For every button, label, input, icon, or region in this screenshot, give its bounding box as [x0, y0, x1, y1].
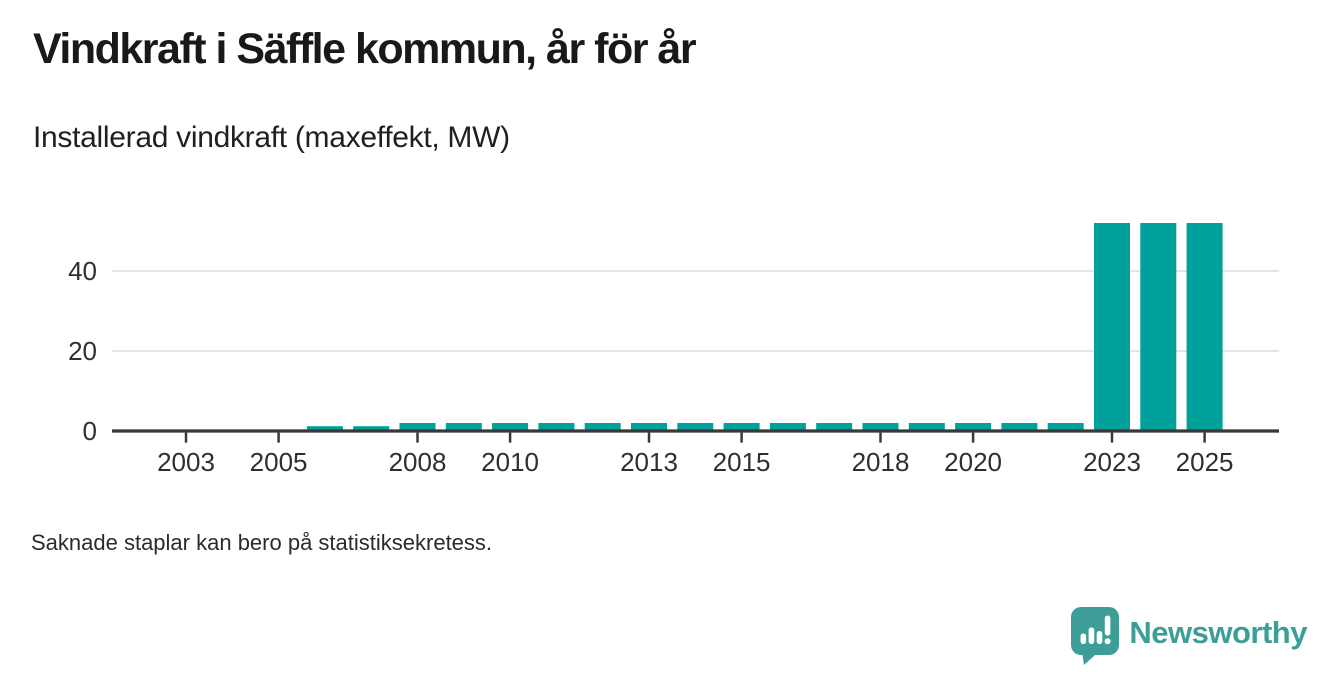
- x-tick-label-2015: 2015: [713, 447, 771, 477]
- x-tick-label-2025: 2025: [1176, 447, 1234, 477]
- y-tick-label-20: 20: [68, 336, 97, 366]
- bar-2021: [1001, 423, 1038, 431]
- x-tick-label-2005: 2005: [250, 447, 308, 477]
- bar-2012: [584, 423, 621, 431]
- bar-2018: [862, 423, 899, 431]
- bar-2010: [492, 423, 529, 431]
- chart-subtitle: Installerad vindkraft (maxeffekt, MW): [33, 121, 510, 154]
- x-tick-label-2013: 2013: [620, 447, 678, 477]
- newsworthy-speech-bubble-chart-icon: [1071, 607, 1120, 665]
- bar-2007: [353, 426, 390, 431]
- y-tick-label-40: 40: [68, 256, 97, 286]
- bar-2014: [677, 423, 714, 431]
- bar-2006: [306, 426, 343, 431]
- bar-2013: [631, 423, 667, 431]
- mini-bar-chart-glyph: [1080, 615, 1111, 645]
- bar-2008: [399, 423, 436, 431]
- x-tick-label-2020: 2020: [944, 447, 1002, 477]
- bar-2009: [445, 423, 482, 431]
- newsworthy-wordmark: Newsworthy: [1129, 614, 1307, 650]
- newsworthy-branding: Newsworthy: [1071, 607, 1307, 665]
- x-tick-label-2010: 2010: [481, 447, 539, 477]
- bar-2015: [723, 423, 760, 431]
- bar-2019: [908, 423, 945, 431]
- x-tick-label-2023: 2023: [1083, 447, 1141, 477]
- bar-chart: 2003 2005 2008 2010 2013 2015 2018 2020 2023 2025…: [68, 223, 1279, 477]
- bar-2025: [1186, 223, 1223, 431]
- exclamation-bar: [1105, 615, 1111, 636]
- chart-title: Vindkraft i Säffle kommun, år för år: [33, 25, 697, 73]
- y-tick-label-0: 0: [83, 416, 97, 446]
- bar-2024: [1140, 223, 1177, 431]
- x-tick-label-2003: 2003: [157, 447, 215, 477]
- bar-2011: [538, 423, 575, 431]
- speech-bubble-shape: [1071, 607, 1120, 665]
- bar-2022: [1047, 423, 1084, 431]
- bar-2020: [955, 423, 992, 431]
- bar-2016: [769, 423, 806, 431]
- x-tick-label-2018: 2018: [852, 447, 910, 477]
- exclamation-dot: [1104, 638, 1111, 645]
- bar-2023: [1094, 223, 1130, 431]
- chart-footnote: Saknade staplar kan bero på statistiksek…: [31, 530, 493, 555]
- bar-2017: [816, 423, 853, 431]
- x-tick-label-2008: 2008: [389, 447, 447, 477]
